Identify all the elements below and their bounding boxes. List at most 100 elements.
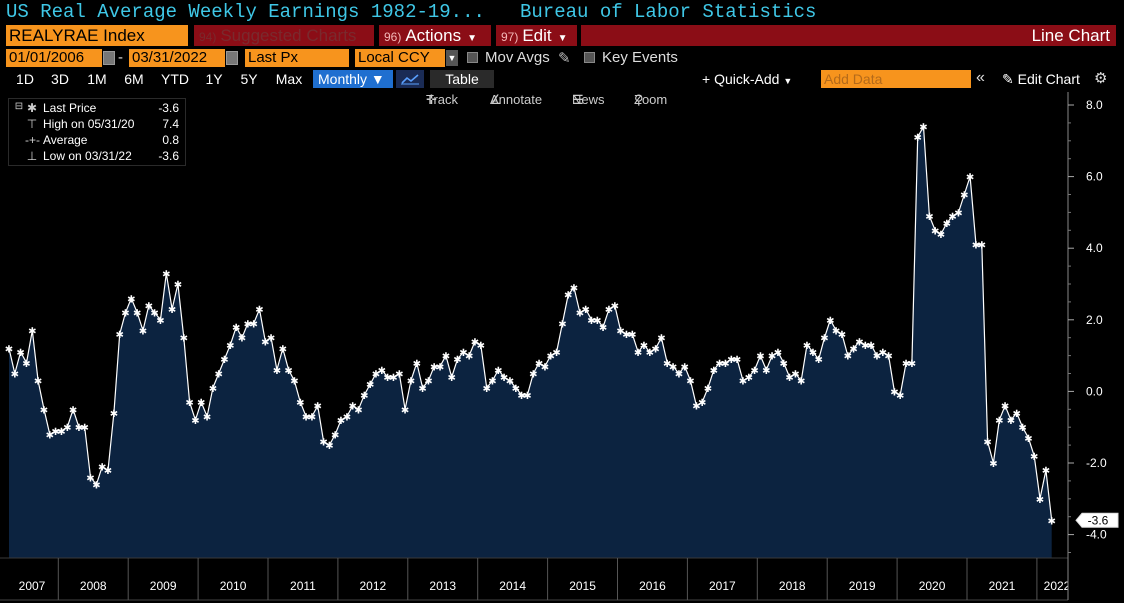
- data-point: ✱: [372, 370, 380, 381]
- data-point: ✱: [1013, 409, 1021, 420]
- calendar-icon[interactable]: [226, 51, 238, 65]
- data-point: ✱: [925, 212, 933, 223]
- period-1y[interactable]: 1Y: [205, 71, 223, 87]
- period-3d[interactable]: 3D: [51, 71, 69, 87]
- pencil-icon[interactable]: ✎: [558, 50, 571, 67]
- legend-row-low: ⊥ Low on 03/31/22 -3.6: [9, 149, 185, 165]
- data-point: ✱: [325, 441, 333, 452]
- legend-value: -3.6: [158, 101, 179, 115]
- data-point: ✱: [220, 355, 228, 366]
- period-max[interactable]: Max: [275, 71, 303, 87]
- field-select[interactable]: Last Px: [245, 49, 349, 67]
- zoom-label: Zoom: [634, 92, 668, 107]
- add-data-input[interactable]: Add Data: [821, 70, 971, 88]
- legend-row-last-price: ⊟ ✱ Last Price -3.6: [9, 101, 185, 117]
- table-button[interactable]: Table: [430, 70, 494, 88]
- data-point: ✱: [884, 352, 892, 363]
- mov-avgs-checkbox[interactable]: [467, 52, 478, 63]
- actions-menu-button[interactable]: 96) Actions ▼: [379, 25, 491, 46]
- data-point: ✱: [861, 341, 869, 352]
- chevron-down-icon: ▼: [370, 71, 385, 87]
- collapse-icon[interactable]: ⊟: [14, 101, 24, 112]
- data-point: ✱: [966, 173, 974, 184]
- start-date-input[interactable]: 01/01/2006: [6, 49, 102, 67]
- period-ytd[interactable]: YTD: [161, 71, 189, 87]
- gear-icon[interactable]: ⚙: [1094, 70, 1108, 87]
- data-point: ✱: [622, 330, 630, 341]
- data-point: ✱: [16, 348, 24, 359]
- data-point: ✱: [354, 405, 362, 416]
- edit-label: Edit: [522, 26, 552, 45]
- period-1m[interactable]: 1M: [87, 71, 107, 87]
- data-point: ✱: [914, 133, 922, 144]
- data-point: ✱: [570, 284, 578, 295]
- data-point: ✱: [803, 341, 811, 352]
- data-point: ✱: [529, 370, 537, 381]
- period-6m[interactable]: 6M: [124, 71, 144, 87]
- data-point: ✱: [366, 380, 374, 391]
- y-tick-label: 4.0: [1086, 241, 1103, 255]
- data-point: ✱: [634, 348, 642, 359]
- data-point: ✱: [162, 269, 170, 280]
- data-point: ✱: [267, 334, 275, 345]
- x-tick-label: 2020: [919, 579, 946, 593]
- data-point: ✱: [284, 366, 292, 377]
- pencil-icon: ∠: [490, 92, 502, 107]
- quick-add-label: + Quick-Add: [702, 71, 780, 87]
- data-point: ✱: [616, 327, 624, 338]
- period-5y[interactable]: 5Y: [240, 71, 258, 87]
- data-point: ✱: [989, 459, 997, 470]
- security-title: US Real Average Weekly Earnings 1982-19.…: [6, 1, 485, 23]
- double-chevron-left-icon[interactable]: «: [976, 69, 985, 86]
- chevron-down-icon: ▼: [467, 33, 477, 44]
- data-point: ✱: [261, 337, 269, 348]
- data-point: ✱: [908, 359, 916, 370]
- chevron-down-icon[interactable]: ▼: [446, 50, 458, 66]
- data-point: ✱: [40, 405, 48, 416]
- data-point: ✱: [197, 398, 205, 409]
- data-point: ✱: [587, 316, 595, 327]
- currency-select[interactable]: Local CCY: [355, 49, 445, 67]
- last-value-label: -3.6: [1088, 513, 1109, 527]
- legend-label: Last Price: [43, 101, 97, 115]
- period-1d[interactable]: 1D: [16, 71, 34, 87]
- data-point: ✱: [867, 341, 875, 352]
- data-point: ✱: [552, 348, 560, 359]
- data-point: ✱: [820, 334, 828, 345]
- suggested-charts-button[interactable]: 94) Suggested Charts: [194, 25, 374, 46]
- edit-menu-button[interactable]: 97) Edit ▼: [496, 25, 577, 46]
- x-tick-label: 2017: [709, 579, 736, 593]
- last-value-tag: [1075, 512, 1119, 528]
- data-point: ✱: [523, 391, 531, 402]
- data-point: ✱: [879, 348, 887, 359]
- data-point: ✱: [762, 366, 770, 377]
- data-point: ✱: [919, 123, 927, 134]
- y-tick-label: 6.0: [1086, 170, 1103, 184]
- data-point: ✱: [145, 302, 153, 313]
- data-point: ✱: [349, 402, 357, 413]
- data-point: ✱: [954, 208, 962, 219]
- data-point: ✱: [715, 359, 723, 370]
- ticker-field[interactable]: REALYRAE Index: [6, 25, 188, 46]
- quick-add-button[interactable]: + Quick-Add ▼: [702, 70, 812, 88]
- calendar-icon[interactable]: [103, 51, 115, 65]
- data-point: ✱: [1030, 452, 1038, 463]
- data-point: ✱: [500, 373, 508, 384]
- key-events-checkbox[interactable]: [584, 52, 595, 63]
- x-tick-label: 2013: [429, 579, 456, 593]
- chart-type-label: Line Chart: [1031, 26, 1110, 45]
- data-point: ✱: [250, 319, 258, 330]
- data-point: ✱: [948, 212, 956, 223]
- end-date-input[interactable]: 03/31/2022: [129, 49, 225, 67]
- edit-chart-button[interactable]: ✎ Edit Chart: [1002, 70, 1080, 88]
- data-point: ✱: [448, 373, 456, 384]
- data-point: ✱: [63, 423, 71, 434]
- data-point: ✱: [721, 359, 729, 370]
- line-chart-icon[interactable]: [396, 70, 424, 88]
- high-marker-icon: ⊤: [26, 117, 38, 131]
- data-point: ✱: [1036, 495, 1044, 506]
- frequency-select[interactable]: Monthly ▼: [313, 70, 393, 88]
- data-point: ✱: [69, 405, 77, 416]
- data-point: ✱: [675, 370, 683, 381]
